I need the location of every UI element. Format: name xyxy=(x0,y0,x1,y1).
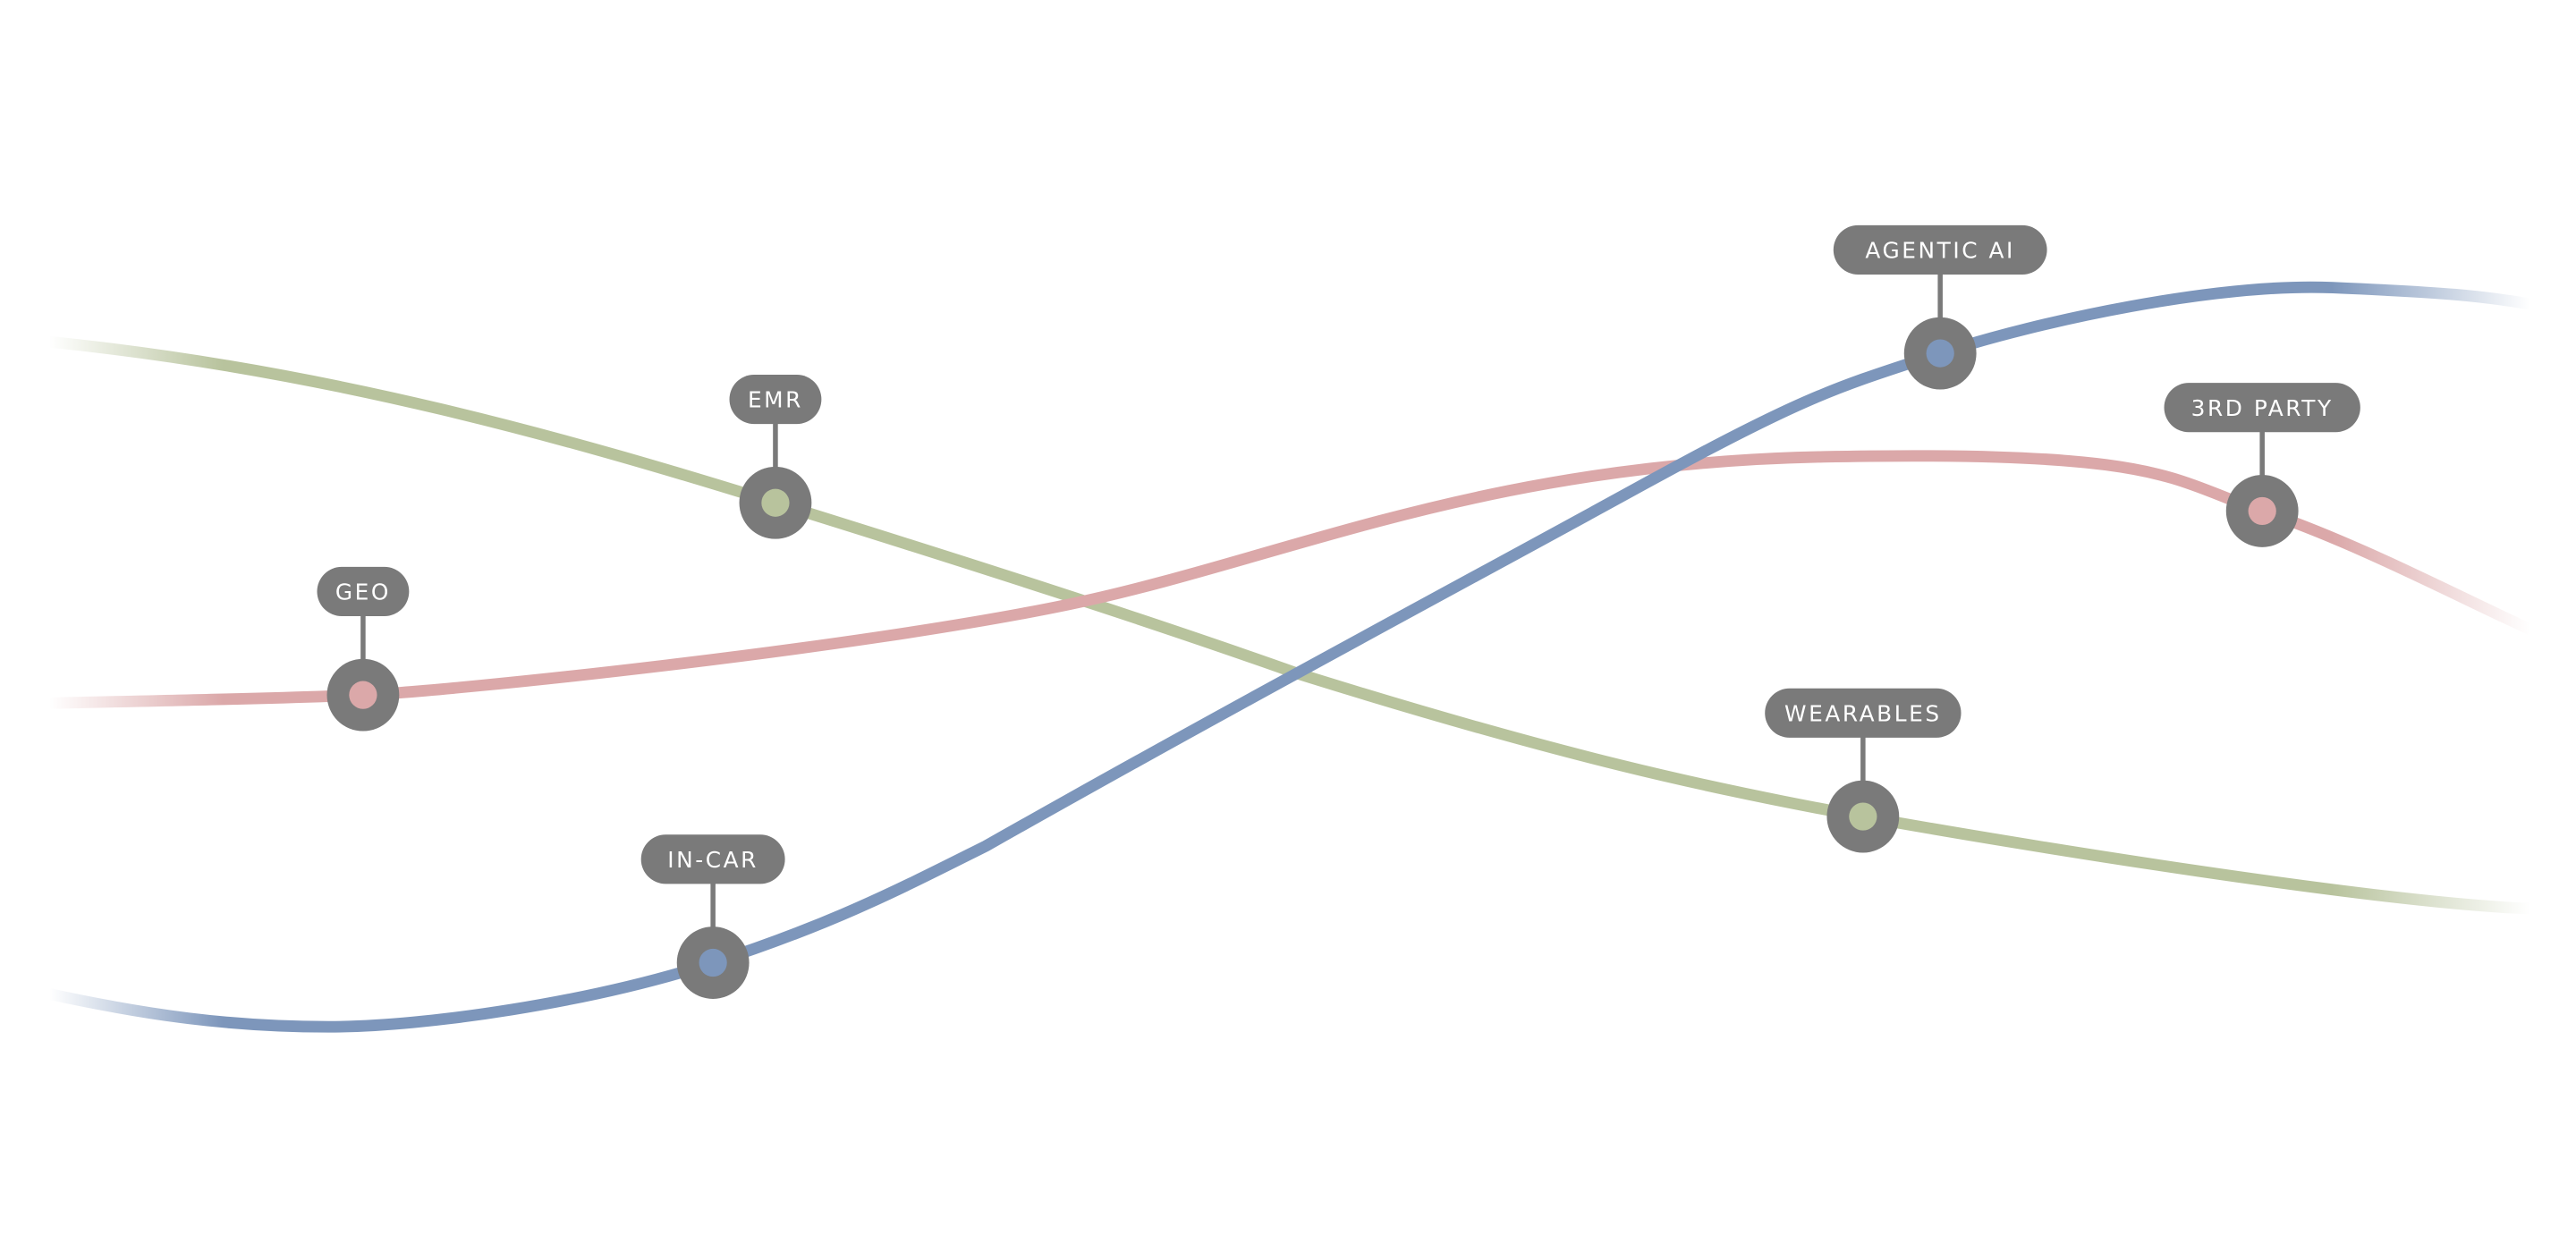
marker-agentic-ai[interactable]: AGENTIC AI xyxy=(1833,224,2047,390)
marker-in-car[interactable]: IN-CAR xyxy=(640,834,785,999)
label-pill xyxy=(1833,224,2047,275)
marker-dot xyxy=(699,948,727,977)
marker-label: AGENTIC AI xyxy=(1865,238,2015,264)
marker-label: EMR xyxy=(748,387,803,413)
lines-layer xyxy=(47,281,2533,1033)
marker-3rd-party[interactable]: 3RD PARTY xyxy=(2164,383,2360,547)
label-pill xyxy=(729,374,822,425)
markers-layer: GEO EMR IN-CAR AGENTIC AI 3RD PARTY WEARABLES xyxy=(317,224,2360,999)
marker-label: WEARABLES xyxy=(1784,701,1942,727)
marker-label: GEO xyxy=(335,579,391,605)
blue-line xyxy=(47,281,2531,1033)
marker-dot xyxy=(1849,802,1877,831)
marker-emr[interactable]: EMR xyxy=(729,374,822,539)
green-line xyxy=(48,335,2530,915)
marker-wearables[interactable]: WEARABLES xyxy=(1765,688,1962,853)
marker-dot xyxy=(349,681,377,709)
label-pill xyxy=(1765,688,1962,738)
marker-label: 3RD PARTY xyxy=(2191,395,2334,421)
marker-dot xyxy=(1926,339,1954,368)
label-pill xyxy=(317,566,410,616)
marker-geo[interactable]: GEO xyxy=(317,566,410,732)
label-pill xyxy=(640,834,785,884)
label-pill xyxy=(2164,383,2360,433)
marker-dot xyxy=(2248,496,2276,526)
marker-dot xyxy=(761,488,790,517)
marker-label: IN-CAR xyxy=(667,847,758,873)
